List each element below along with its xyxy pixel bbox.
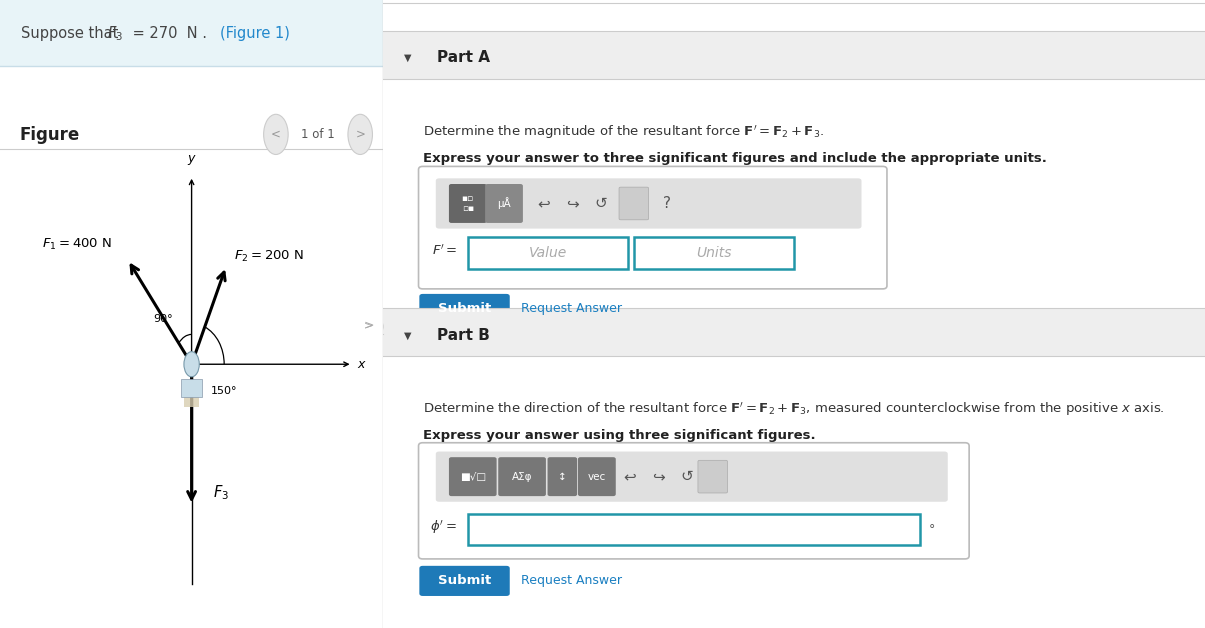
FancyBboxPatch shape <box>184 396 199 407</box>
Text: vec: vec <box>588 472 606 482</box>
Text: >: > <box>363 319 374 332</box>
Text: ↪: ↪ <box>566 196 578 211</box>
Text: Express your answer using three significant figures.: Express your answer using three signific… <box>423 430 816 442</box>
Circle shape <box>264 114 288 154</box>
Text: ↺: ↺ <box>594 196 607 211</box>
Text: 1 of 1: 1 of 1 <box>301 128 335 141</box>
Text: ↕: ↕ <box>558 472 566 482</box>
Text: = 270  N .: = 270 N . <box>129 26 212 41</box>
FancyBboxPatch shape <box>486 184 523 223</box>
FancyBboxPatch shape <box>468 514 919 545</box>
FancyBboxPatch shape <box>418 443 969 559</box>
Text: <: < <box>271 128 281 141</box>
Text: μÅ: μÅ <box>498 198 511 209</box>
Text: >: > <box>355 128 365 141</box>
Text: ?: ? <box>663 196 671 211</box>
Text: 150°: 150° <box>211 386 237 396</box>
Text: $x$: $x$ <box>357 358 368 371</box>
FancyBboxPatch shape <box>634 237 794 269</box>
Text: (Figure 1): (Figure 1) <box>221 26 290 41</box>
FancyBboxPatch shape <box>0 0 383 66</box>
FancyBboxPatch shape <box>419 566 510 596</box>
Text: $\phi' =$: $\phi' =$ <box>430 519 457 536</box>
FancyBboxPatch shape <box>436 178 862 229</box>
FancyBboxPatch shape <box>619 187 648 220</box>
FancyBboxPatch shape <box>418 166 887 289</box>
Text: Request Answer: Request Answer <box>522 303 622 315</box>
Circle shape <box>348 114 372 154</box>
Circle shape <box>184 352 199 377</box>
Text: Determine the magnitude of the resultant force $\mathbf{F}^{\prime} = \mathbf{F}: Determine the magnitude of the resultant… <box>423 123 824 141</box>
Text: 90°: 90° <box>153 313 172 323</box>
Text: ↪: ↪ <box>652 469 665 484</box>
FancyBboxPatch shape <box>578 457 616 496</box>
Text: Submit: Submit <box>437 303 492 315</box>
Text: ▼: ▼ <box>404 53 412 63</box>
FancyBboxPatch shape <box>449 457 496 496</box>
Text: Express your answer to three significant figures and include the appropriate uni: Express your answer to three significant… <box>423 152 1046 165</box>
Text: Suppose that: Suppose that <box>20 26 123 41</box>
Text: ■√□: ■√□ <box>459 472 486 482</box>
Text: ▼: ▼ <box>404 330 412 340</box>
Text: Value: Value <box>529 246 566 260</box>
Text: ▪▫
▫▪: ▪▫ ▫▪ <box>462 194 474 213</box>
Text: ↩: ↩ <box>537 196 549 211</box>
Circle shape <box>353 315 383 338</box>
FancyBboxPatch shape <box>383 308 1205 356</box>
Text: $y$: $y$ <box>187 153 196 167</box>
Text: Part A: Part A <box>436 50 489 65</box>
FancyBboxPatch shape <box>449 184 487 223</box>
FancyBboxPatch shape <box>698 460 728 493</box>
Text: ↩: ↩ <box>623 469 636 484</box>
Text: Determine the direction of the resultant force $\mathbf{F}^{\prime} = \mathbf{F}: Determine the direction of the resultant… <box>423 401 1164 418</box>
Text: Figure: Figure <box>19 126 80 144</box>
FancyBboxPatch shape <box>181 379 202 397</box>
Text: ↺: ↺ <box>681 469 694 484</box>
Text: $F' =$: $F' =$ <box>433 244 458 259</box>
Text: Part B: Part B <box>436 328 489 343</box>
Text: >: > <box>364 321 374 331</box>
FancyBboxPatch shape <box>498 457 546 496</box>
FancyBboxPatch shape <box>436 452 948 502</box>
Text: ?: ? <box>721 469 728 484</box>
Text: °: ° <box>929 523 935 536</box>
Text: Units: Units <box>695 246 731 260</box>
Text: $F_2 = 200$ N: $F_2 = 200$ N <box>234 249 304 264</box>
Text: Submit: Submit <box>437 575 492 587</box>
FancyBboxPatch shape <box>419 294 510 324</box>
FancyBboxPatch shape <box>547 457 577 496</box>
Text: $F_3$: $F_3$ <box>212 484 229 502</box>
FancyBboxPatch shape <box>383 31 1205 78</box>
Text: $F_1 = 400$ N: $F_1 = 400$ N <box>42 237 112 252</box>
Text: ΑΣφ: ΑΣφ <box>512 472 533 482</box>
Text: $F_3$: $F_3$ <box>107 24 123 43</box>
FancyBboxPatch shape <box>468 237 628 269</box>
Text: Request Answer: Request Answer <box>522 575 622 587</box>
